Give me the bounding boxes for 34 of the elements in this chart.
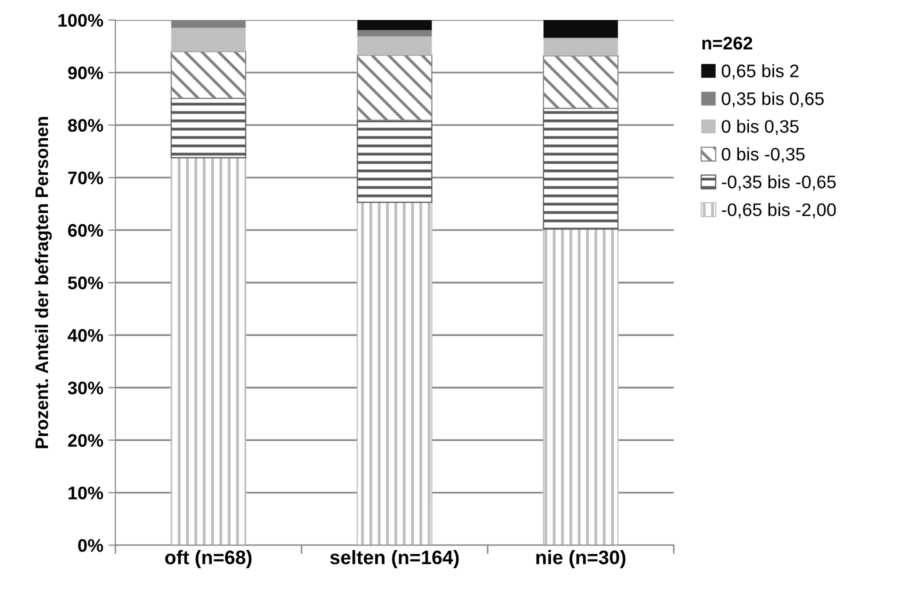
x-tick-label: nie (n=30)	[536, 550, 626, 568]
legend-label: 0 bis 0,35	[722, 120, 799, 135]
x-tick-label: selten (n=164)	[330, 550, 459, 568]
y-tick-label: 80%	[68, 119, 104, 132]
legend-label: -0,65 bis -2,00	[722, 202, 836, 218]
legend-label: 0 bis -0,35	[722, 147, 805, 163]
legend-label: -0,35 bis -0,65	[722, 175, 836, 191]
y-tick-label: 10%	[68, 486, 104, 500]
y-tick-label: 100%	[58, 14, 104, 27]
bar	[543, 38, 618, 56]
y-axis-title: Prozent. Anteil der befragten Personen	[34, 117, 52, 448]
legend-label: 0,35 bis 0,65	[722, 92, 824, 108]
y-tick-label: 0%	[78, 539, 104, 552]
bar	[171, 28, 246, 52]
y-tick-label: 90%	[68, 66, 104, 80]
bar	[357, 30, 432, 36]
bar	[356, 202, 432, 546]
bar	[542, 108, 619, 230]
legend-title: n=262	[702, 36, 752, 50]
y-tick-label: 50%	[68, 276, 104, 290]
bar	[357, 36, 432, 56]
y-tick-label: 20%	[68, 434, 104, 447]
bar	[542, 228, 619, 546]
legend-label: 0,65 bis 2	[722, 64, 798, 80]
bar	[170, 98, 246, 158]
bar	[357, 20, 432, 30]
y-tick-label: 60%	[68, 224, 104, 237]
y-tick-label: 70%	[68, 172, 104, 184]
y-tick-label: 30%	[68, 382, 104, 394]
bar	[170, 157, 246, 546]
bar	[356, 120, 432, 203]
y-tick-label: 40%	[68, 329, 104, 342]
bar	[543, 20, 618, 38]
x-tick-label: oft (n=68)	[165, 550, 252, 568]
